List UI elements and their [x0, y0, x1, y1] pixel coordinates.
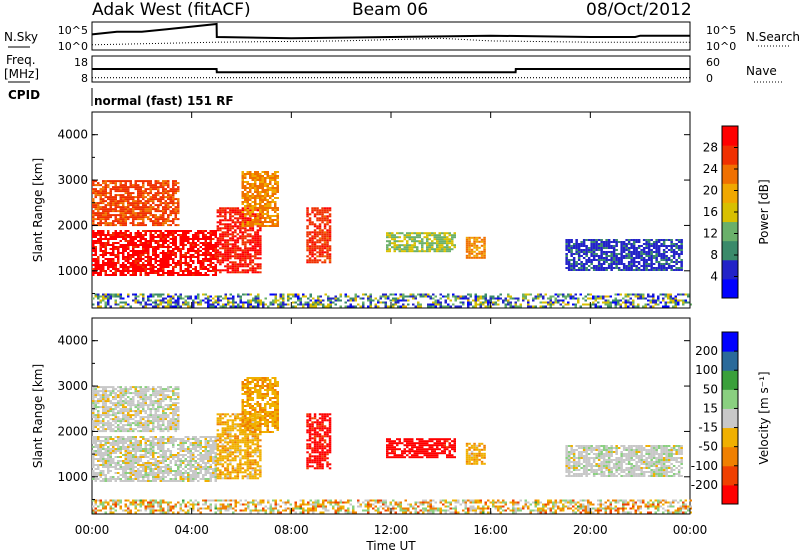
colorbar-tick-label: 24	[703, 162, 718, 176]
freq-unit-label: [MHz]	[4, 67, 40, 81]
colorbar-swatch	[722, 370, 738, 390]
nsky-tick-low: 10^0	[58, 40, 88, 53]
x-tick-label: 00:00	[673, 523, 708, 537]
x-tick-label: 08:00	[274, 523, 309, 537]
scatter-region-7	[565, 445, 683, 477]
strip-series-nsky	[91, 22, 690, 40]
colorbar-swatch	[722, 446, 738, 467]
scatter-region-6	[465, 236, 486, 259]
colorbar-frame	[721, 331, 739, 505]
y-tick-label: 3000	[57, 379, 88, 393]
colorbar-swatch	[722, 164, 738, 184]
scatter-region-5	[386, 438, 456, 459]
beam-title: Beam 06	[352, 0, 429, 20]
colorbar-label: Power [dB]	[757, 179, 771, 244]
cpid-label: CPID	[8, 88, 41, 102]
scatter-region-3	[241, 171, 279, 227]
colorbar-swatch	[722, 202, 738, 223]
freq-tick-high: 18	[74, 56, 88, 69]
colorbar-swatch	[722, 484, 738, 505]
colorbar-swatch	[722, 351, 738, 371]
colorbar-tick-label: -200	[691, 478, 718, 492]
colorbar-tick-label: 50	[703, 382, 718, 396]
y-axis-label: Slant Range [km]	[31, 364, 45, 468]
colorbar-swatch	[722, 259, 738, 280]
x-tick-label: 20:00	[573, 523, 608, 537]
y-tick-label: 1000	[57, 264, 88, 278]
freq-tick-low: 8	[81, 72, 88, 85]
y-tick-label: 4000	[57, 128, 88, 142]
nsearch-label: N.Search	[746, 30, 800, 44]
scatter-region-1	[92, 180, 180, 227]
velocity-panel-frame	[91, 317, 691, 515]
scatter-region-4	[306, 413, 332, 470]
velocity-colorbar: 200 100 50 15 -15 -50 -100 -200 Velocity [m s⁻¹]	[691, 331, 771, 505]
colorbar-tick-label: 100	[695, 363, 718, 377]
colorbar-tick-label: 8	[710, 248, 718, 262]
colorbar-tick-label: 12	[703, 227, 718, 241]
nave-tick-low: 0	[706, 72, 713, 85]
colorbar-tick-label: 15	[703, 401, 718, 415]
y-tick-label: 2000	[57, 218, 88, 232]
cpid-mode-text: normal (fast) 151 RF	[94, 94, 234, 108]
scatter-region-1	[92, 386, 180, 433]
scatter-region-4	[306, 207, 332, 264]
colorbar-tick-label: 16	[703, 205, 718, 219]
nsearch-tick-high: 10^5	[706, 24, 736, 37]
colorbar-tick-label: 4	[710, 270, 718, 284]
colorbar-tick-label: 20	[703, 184, 718, 198]
scatter-region-6	[465, 442, 486, 465]
x-tick-label: 00:00	[75, 523, 110, 537]
colorbar-tick-label: 28	[703, 141, 718, 155]
nave-tick-high: 60	[706, 56, 720, 69]
power-colorbar: 28 24 20 16 12 8 4 Power [dB]	[703, 125, 771, 299]
radar-title: Adak West (fitACF)	[92, 0, 251, 20]
colorbar-swatch	[722, 240, 738, 261]
x-tick-label: 16:00	[473, 523, 508, 537]
x-tick-label: 12:00	[374, 523, 409, 537]
colorbar-tick-label: -15	[698, 421, 718, 435]
colorbar-swatch	[722, 183, 738, 203]
power-panel-frame	[91, 111, 691, 309]
strip-series-nsearch	[91, 37, 690, 46]
nsky-label: N.Sky	[4, 30, 39, 44]
scatter-region-8	[92, 293, 692, 308]
colorbar-swatch	[722, 126, 738, 146]
colorbar-label: Velocity [m s⁻¹]	[757, 371, 771, 464]
colorbar-swatch	[722, 278, 738, 299]
date-title: 08/Oct/2012	[586, 0, 692, 20]
scatter-region-8	[92, 499, 692, 514]
scatter-region-3	[241, 377, 279, 433]
colorbar-swatch	[722, 145, 738, 165]
y-tick-label: 3000	[57, 173, 88, 187]
scatter-region-0	[92, 230, 217, 276]
y-tick-label: 1000	[57, 470, 88, 484]
colorbar-swatch	[722, 332, 738, 352]
colorbar-tick-label: 200	[695, 344, 718, 358]
y-axis-label: Slant Range [km]	[31, 158, 45, 262]
nsearch-tick-low: 10^0	[706, 40, 736, 53]
x-axis-label: Time UT	[365, 539, 416, 553]
strip-series-freq	[92, 68, 690, 74]
colorbar-swatch	[722, 389, 738, 409]
scatter-region-7	[565, 239, 683, 271]
nave-label: Nave	[746, 64, 777, 78]
power-data-layer	[92, 171, 692, 308]
velocity-data-layer	[92, 377, 692, 514]
x-tick-label: 04:00	[174, 523, 209, 537]
colorbar-swatch	[722, 221, 738, 242]
freq-label: Freq.	[6, 53, 36, 67]
colorbar-swatch	[722, 465, 738, 486]
colorbar-swatch	[722, 427, 738, 448]
colorbar-tick-label: -100	[691, 459, 718, 473]
scatter-region-0	[92, 436, 217, 482]
scatter-region-2	[216, 413, 262, 480]
y-tick-label: 2000	[57, 424, 88, 438]
y-tick-label: 4000	[57, 334, 88, 348]
nsky-tick-high: 10^5	[58, 24, 88, 37]
colorbar-tick-label: -50	[698, 440, 718, 454]
colorbar-swatch	[722, 408, 738, 429]
scatter-region-5	[386, 232, 456, 253]
